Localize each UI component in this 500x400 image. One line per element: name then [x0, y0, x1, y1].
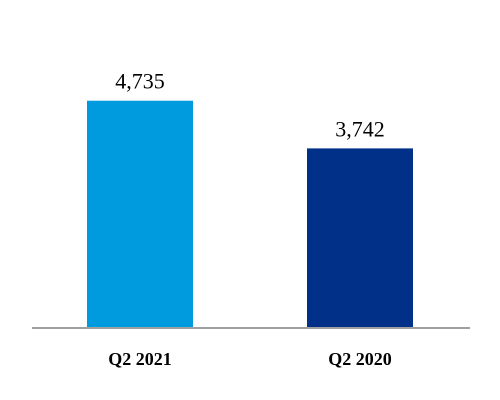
value-labels-group: 4,735 3,742 — [115, 69, 385, 142]
category-label: Q2 2021 — [108, 349, 172, 369]
value-label: 3,742 — [335, 116, 385, 141]
category-label: Q2 2020 — [328, 349, 392, 369]
bars-group — [87, 100, 413, 328]
category-labels-group: Q2 2021 Q2 2020 — [108, 349, 392, 369]
bar-q2-2020 — [307, 148, 413, 328]
bar-q2-2021 — [87, 100, 193, 328]
value-label: 4,735 — [115, 69, 165, 94]
